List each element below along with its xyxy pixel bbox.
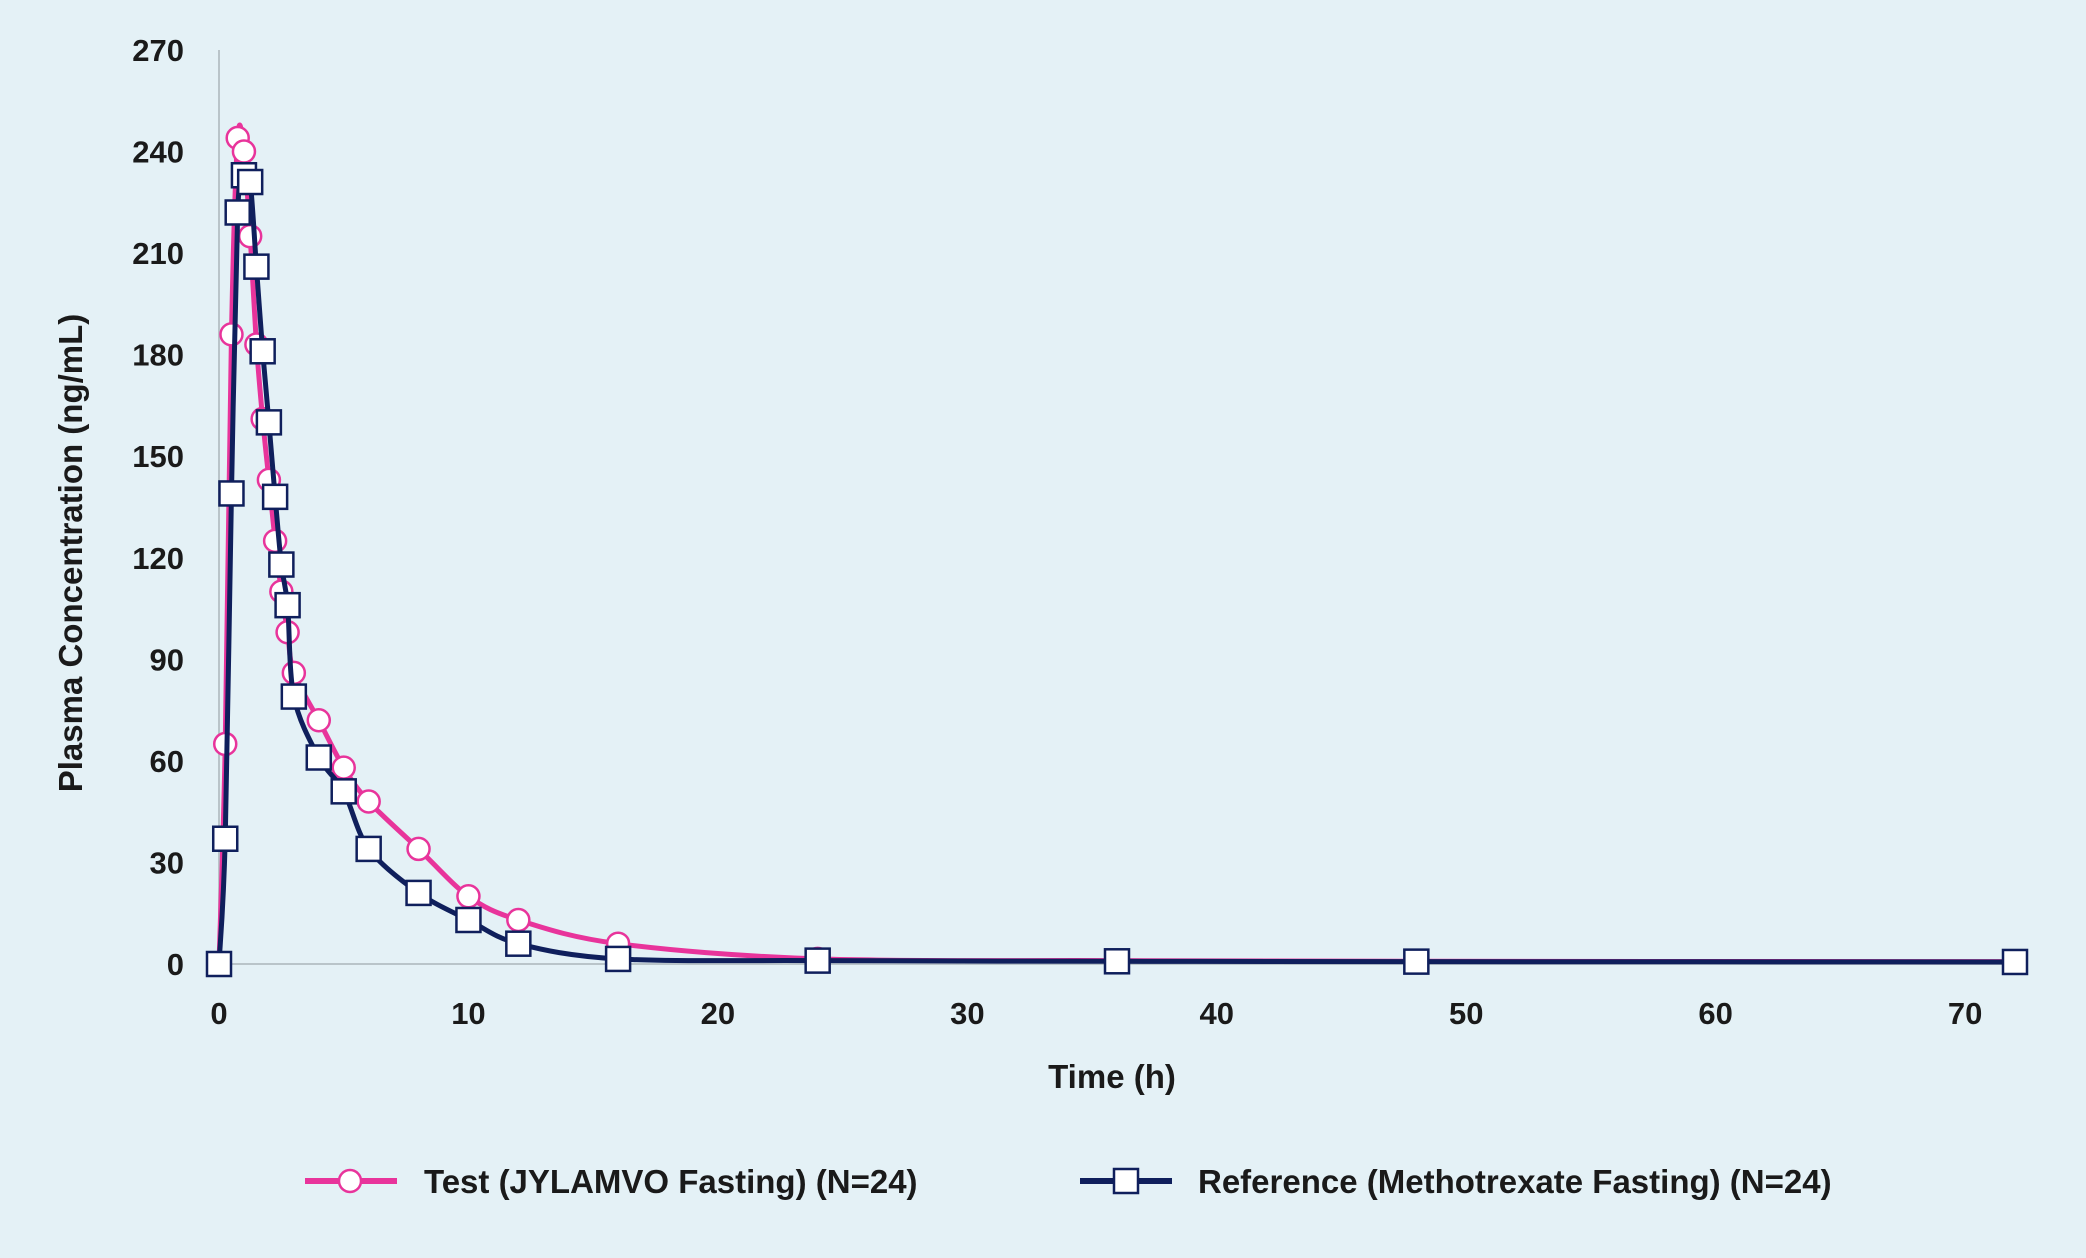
data-point[interactable] bbox=[406, 836, 431, 862]
x-tick-labels: 0 10 20 30 40 50 60 70 bbox=[210, 996, 1982, 1031]
data-point[interactable] bbox=[255, 409, 283, 436]
legend: Test (JYLAMVO Fasting) (N=24) Reference … bbox=[305, 1163, 1832, 1200]
data-point[interactable] bbox=[236, 168, 264, 196]
data-point[interactable] bbox=[231, 139, 257, 164]
series-layer bbox=[205, 122, 2029, 978]
data-point[interactable] bbox=[2001, 948, 2029, 976]
x-tick-label: 20 bbox=[701, 996, 735, 1031]
data-point[interactable] bbox=[243, 253, 270, 280]
data-point[interactable] bbox=[1103, 948, 1131, 975]
data-point[interactable] bbox=[218, 480, 245, 507]
data-point[interactable] bbox=[455, 906, 482, 934]
data-point[interactable] bbox=[505, 930, 532, 957]
x-tick-label: 40 bbox=[1200, 996, 1234, 1031]
series-line bbox=[216, 122, 2016, 965]
y-axis-title: Plasma Concentration (ng/mL) bbox=[52, 314, 89, 793]
series-1 bbox=[205, 162, 2029, 978]
x-tick-label: 50 bbox=[1449, 996, 1483, 1031]
legend-reference-marker bbox=[1112, 1167, 1140, 1195]
data-point[interactable] bbox=[268, 551, 295, 578]
data-point[interactable] bbox=[306, 708, 332, 733]
legend-test-marker bbox=[337, 1168, 363, 1194]
data-point[interactable] bbox=[804, 947, 831, 974]
legend-reference-label: Reference (Methotrexate Fasting) (N=24) bbox=[1198, 1163, 1832, 1200]
y-tick-label: 60 bbox=[150, 744, 184, 779]
data-point[interactable] bbox=[280, 683, 308, 710]
data-point[interactable] bbox=[355, 835, 382, 863]
y-tick-label: 120 bbox=[132, 541, 184, 576]
y-tick-label: 150 bbox=[132, 439, 184, 474]
y-tick-label: 240 bbox=[132, 135, 184, 170]
data-point[interactable] bbox=[261, 483, 289, 511]
data-point[interactable] bbox=[356, 789, 381, 814]
data-point[interactable] bbox=[237, 223, 263, 249]
x-tick-label: 30 bbox=[950, 996, 984, 1031]
x-tick-label: 60 bbox=[1698, 996, 1732, 1031]
x-tick-label: 70 bbox=[1948, 996, 1982, 1031]
data-point[interactable] bbox=[305, 744, 333, 771]
data-point[interactable] bbox=[205, 950, 233, 978]
y-tick-label: 210 bbox=[132, 236, 184, 271]
data-point[interactable] bbox=[211, 825, 239, 852]
x-tick-label: 10 bbox=[451, 996, 485, 1031]
data-point[interactable] bbox=[224, 199, 251, 226]
data-point[interactable] bbox=[274, 591, 301, 619]
data-point[interactable] bbox=[405, 879, 432, 907]
y-tick-label: 90 bbox=[150, 642, 184, 677]
series-0 bbox=[206, 122, 2028, 977]
data-point[interactable] bbox=[506, 907, 531, 933]
legend-item-test[interactable]: Test (JYLAMVO Fasting) (N=24) bbox=[305, 1163, 918, 1200]
data-point[interactable] bbox=[330, 778, 357, 805]
data-point[interactable] bbox=[331, 755, 356, 780]
legend-test-label: Test (JYLAMVO Fasting) (N=24) bbox=[424, 1163, 918, 1200]
data-point[interactable] bbox=[262, 528, 288, 554]
data-point[interactable] bbox=[219, 322, 244, 347]
legend-item-reference[interactable]: Reference (Methotrexate Fasting) (N=24) bbox=[1080, 1163, 1832, 1200]
data-point[interactable] bbox=[249, 338, 276, 365]
data-point[interactable] bbox=[456, 884, 481, 909]
x-tick-label: 0 bbox=[210, 996, 227, 1031]
data-point[interactable] bbox=[604, 945, 632, 973]
y-tick-label: 30 bbox=[150, 845, 184, 880]
y-tick-label: 180 bbox=[132, 338, 184, 373]
axes bbox=[218, 50, 2015, 965]
y-tick-label: 270 bbox=[132, 33, 184, 68]
x-axis-title: Time (h) bbox=[1048, 1058, 1176, 1095]
series-line bbox=[216, 168, 2016, 965]
y-tick-label: 0 bbox=[167, 947, 184, 982]
data-point[interactable] bbox=[1403, 948, 1430, 975]
y-tick-labels: 0 30 60 90 120 150 180 210 240 270 bbox=[132, 33, 184, 982]
